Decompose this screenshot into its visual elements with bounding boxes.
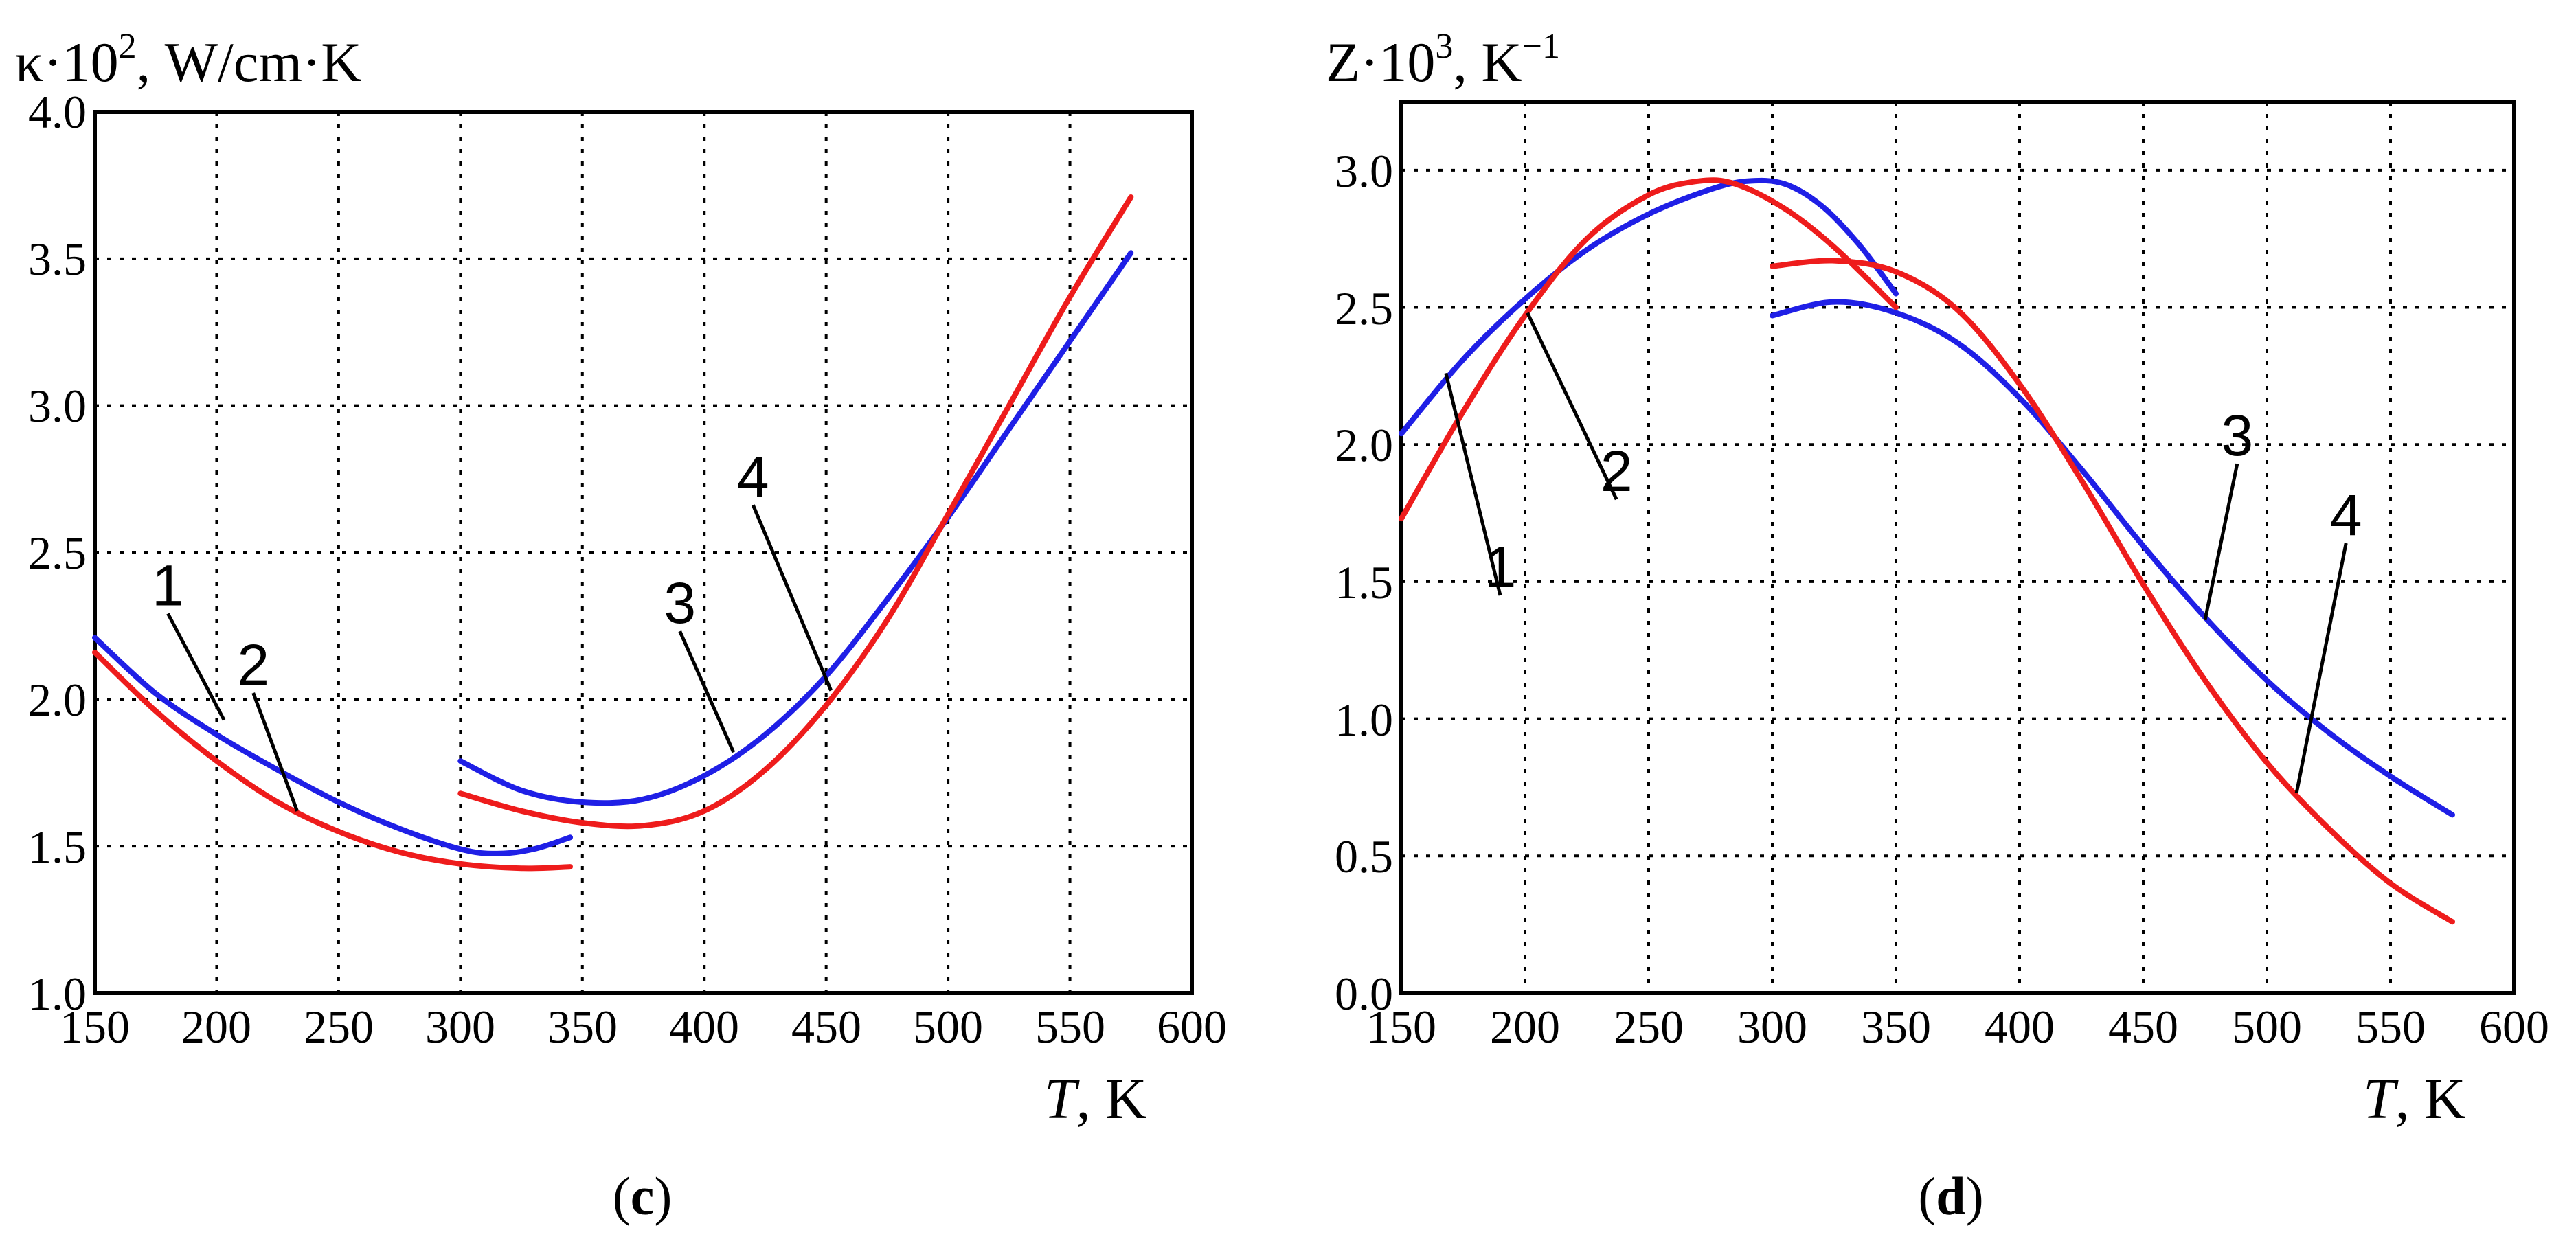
annotation-label-3: 3 [664, 571, 696, 635]
y-tick: 1.0 [28, 968, 87, 1020]
y-tick: 3.0 [1335, 145, 1393, 197]
x-tick: 200 [1490, 1001, 1560, 1053]
annotation-label-2: 2 [1601, 439, 1633, 503]
series-line-4 [457, 194, 1134, 830]
x-tick: 400 [1985, 1001, 2055, 1053]
panel-d-xlabel: T, K [2363, 1067, 2465, 1131]
x-tick: 450 [791, 1001, 861, 1053]
annotation-label-3: 3 [2221, 403, 2253, 468]
panel-d-series [1399, 177, 2455, 925]
annotation-leader-1 [166, 613, 226, 721]
annotation-label-4: 4 [2330, 483, 2362, 547]
annotation-label-1: 1 [1484, 535, 1517, 600]
panel-c-grid [95, 112, 1192, 993]
x-tick: 500 [913, 1001, 983, 1053]
y-tick: 1.5 [1335, 556, 1393, 608]
series-line-2 [1399, 177, 1899, 522]
y-tick: 1.5 [28, 821, 87, 873]
x-tick: 300 [1737, 1001, 1807, 1053]
annotation-label-1: 1 [152, 553, 184, 617]
panel-d-label: (d) [1918, 1166, 1983, 1226]
series-line-1 [1399, 177, 1899, 437]
annotation-leader-2 [251, 692, 299, 812]
x-tick: 550 [2355, 1001, 2426, 1053]
panel-c: 12 34 1.0 1.5 2.0 2.5 3.0 3.5 4.0 150 200… [28, 86, 1227, 1053]
series-line-3 [457, 250, 1134, 806]
annotation-leader-3 [678, 630, 736, 753]
x-tick: 150 [60, 1001, 130, 1053]
series-line-3 [1770, 299, 2455, 818]
y-tick: 3.5 [28, 233, 87, 285]
annotation-leader-2 [1526, 312, 1618, 501]
annotation-leader-4 [2294, 543, 2348, 793]
panel-d-grid [1401, 102, 2514, 993]
annotation-label-2: 2 [237, 633, 269, 697]
panel-d-ylabel: Z·103, K−1 [1326, 27, 1560, 93]
y-tick: 2.0 [1335, 419, 1393, 471]
panel-c-series [92, 194, 1134, 872]
x-tick: 450 [2108, 1001, 2178, 1053]
panel-c-annotations: 12 34 [152, 444, 833, 812]
series-line-4 [1770, 258, 2455, 925]
annotation-label-4: 4 [737, 444, 769, 509]
x-tick: 600 [2479, 1001, 2549, 1053]
x-tick: 150 [1366, 1001, 1436, 1053]
y-tick: 3.0 [28, 380, 87, 432]
panel-c-xlabel: T, K [1044, 1067, 1146, 1131]
panel-c-label: (c) [613, 1166, 673, 1226]
panel-d-annotations: 1 2 3 4 [1444, 312, 2362, 793]
panel-d-yticks: 0.0 0.5 1.0 1.5 2.0 2.5 3.0 [1335, 145, 1393, 1020]
x-tick: 400 [669, 1001, 739, 1053]
x-tick: 250 [304, 1001, 374, 1053]
y-tick: 2.0 [28, 674, 87, 726]
x-tick: 200 [181, 1001, 251, 1053]
x-tick: 550 [1035, 1001, 1105, 1053]
panel-d-xticks: 150 200 250 300 350 400 450 500 550 600 [1366, 1001, 2549, 1053]
y-tick: 2.5 [28, 527, 87, 579]
panel-c-ylabel: κ·102, W/cm·K [15, 27, 362, 93]
panel-d-frame [1399, 100, 2516, 995]
panel-c-yticks: 1.0 1.5 2.0 2.5 3.0 3.5 4.0 [28, 86, 87, 1020]
y-tick: 4.0 [28, 86, 87, 138]
x-tick: 500 [2232, 1001, 2302, 1053]
panel-c-xticks: 150 200 250 300 350 400 450 500 550 600 [60, 1001, 1227, 1053]
series-line-1 [92, 635, 573, 856]
y-tick: 2.5 [1335, 282, 1393, 334]
annotation-leader-4 [751, 504, 833, 692]
panel-d: 1 2 3 4 0.0 0.5 1.0 1.5 2.0 2.5 3.0 150 200… [1335, 100, 2549, 1053]
y-tick: 0.5 [1335, 830, 1393, 883]
panel-c-frame [93, 110, 1194, 995]
series-line-2 [92, 649, 573, 872]
annotation-leader-1 [1444, 372, 1502, 596]
x-tick: 350 [1861, 1001, 1931, 1053]
x-tick: 350 [547, 1001, 618, 1053]
x-tick: 250 [1614, 1001, 1684, 1053]
annotation-leader-3 [2203, 463, 2239, 621]
y-tick: 1.0 [1335, 694, 1393, 746]
x-tick: 300 [425, 1001, 495, 1053]
y-tick: 0.0 [1335, 968, 1393, 1020]
x-tick: 600 [1157, 1001, 1227, 1053]
